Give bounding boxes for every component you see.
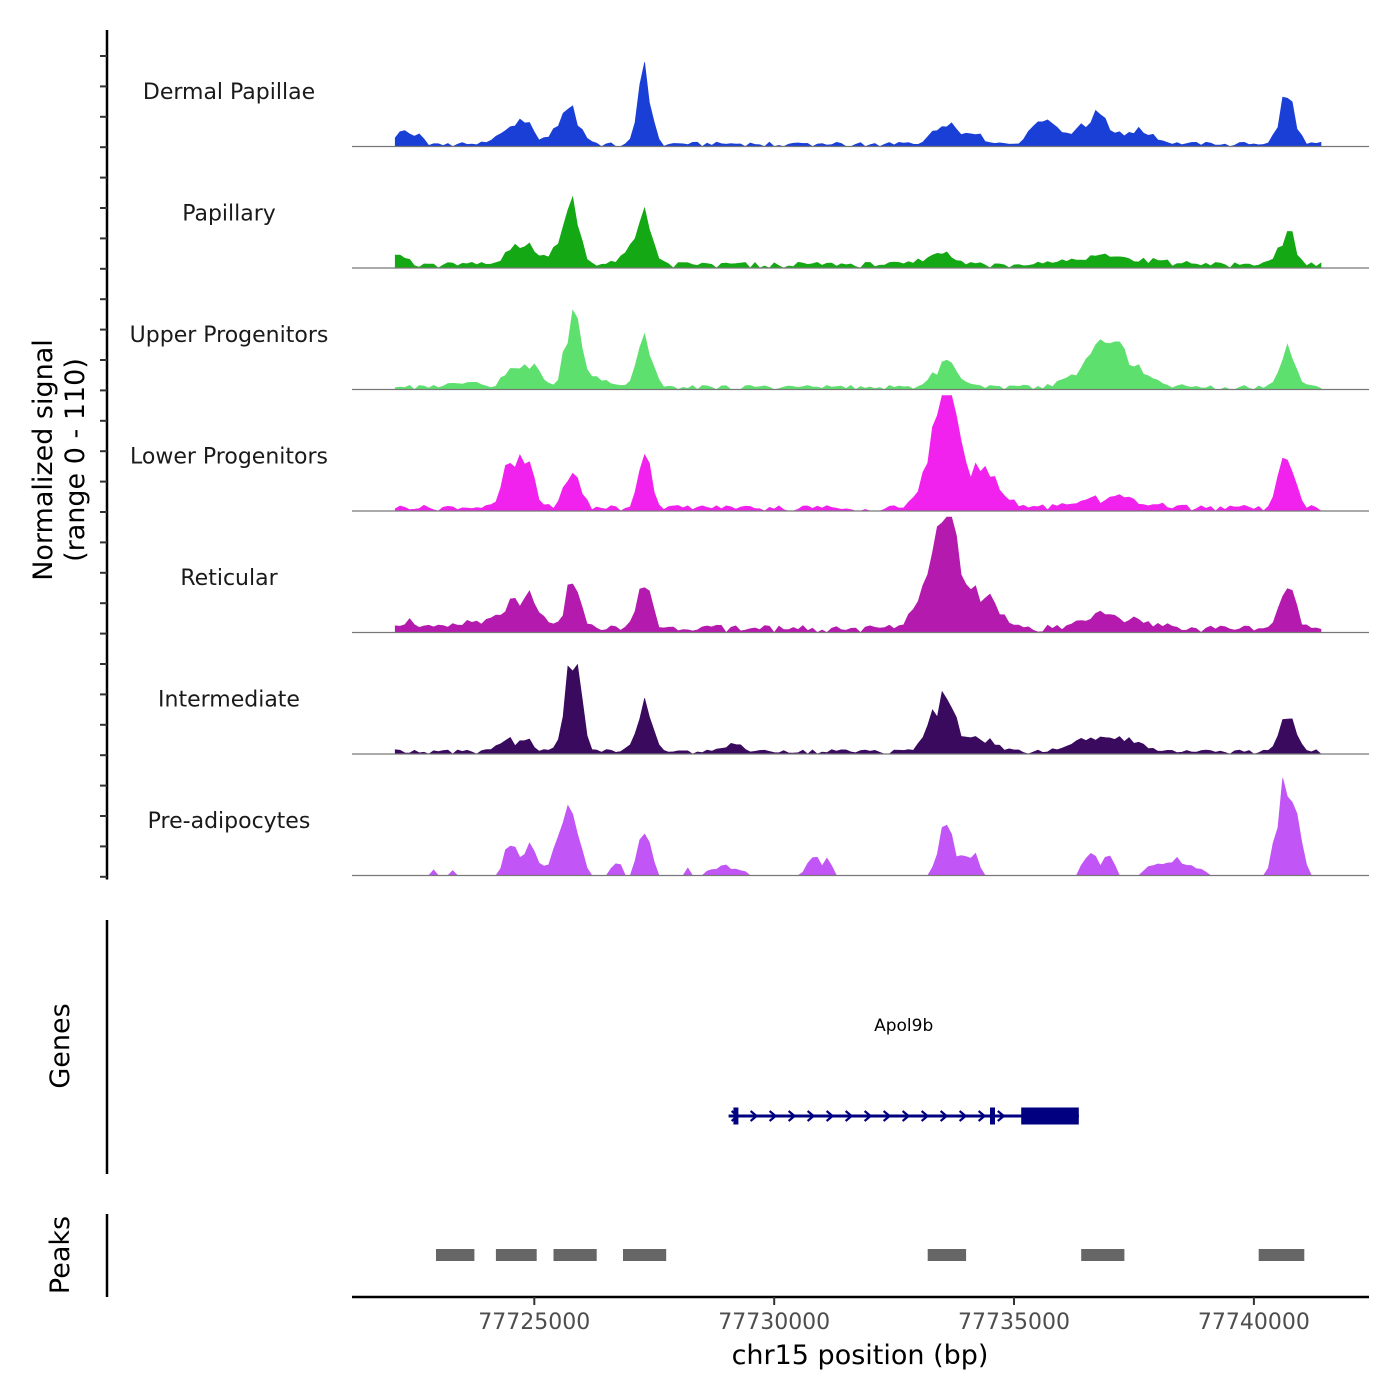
- track-row: Dermal Papillae: [143, 62, 1369, 148]
- peak-region: [436, 1249, 475, 1261]
- strand-arrow: [939, 1110, 949, 1122]
- track-label: Intermediate: [158, 688, 300, 713]
- strand-arrow: [901, 1110, 911, 1122]
- track-label: Pre-adipocytes: [148, 809, 311, 834]
- gene-model: Apol9b: [728, 1016, 1079, 1125]
- peak-region: [553, 1249, 597, 1261]
- x-axis: 77725000 77730000 77735000 77740000: [478, 1297, 1310, 1335]
- strand-arrow: [749, 1110, 759, 1122]
- signal-area: [394, 663, 1322, 755]
- peak-region: [927, 1249, 967, 1261]
- peak-region: [1258, 1249, 1305, 1261]
- signal-tracks: Dermal Papillae Papillary Upper Progenitor…: [130, 62, 1369, 877]
- strand-arrow: [997, 1110, 1006, 1122]
- track-label: Papillary: [182, 202, 276, 227]
- strand-arrow: [806, 1110, 816, 1122]
- peaks-track-label: Peaks: [45, 1216, 76, 1294]
- track-label: Lower Progenitors: [130, 445, 328, 470]
- track-row: Lower Progenitors: [130, 395, 1369, 512]
- strand-arrow: [787, 1110, 797, 1122]
- x-tick-label: 77730000: [718, 1310, 830, 1335]
- strand-arrow: [977, 1110, 987, 1122]
- gene-name-label: Apol9b: [874, 1016, 933, 1036]
- peak-region: [1081, 1249, 1125, 1261]
- strand-arrow: [825, 1110, 835, 1122]
- track-label: Upper Progenitors: [130, 323, 329, 348]
- strand-arrow: [863, 1110, 873, 1122]
- gene-exon: [1021, 1107, 1079, 1125]
- signal-area: [394, 62, 1322, 147]
- peak-region: [623, 1249, 667, 1261]
- x-tick-label: 77725000: [478, 1310, 590, 1335]
- track-label: Reticular: [180, 566, 278, 591]
- track-row: Reticular: [180, 516, 1369, 634]
- strand-arrow: [768, 1110, 778, 1122]
- peaks-track: [436, 1249, 1305, 1261]
- gene-exon: [733, 1107, 739, 1125]
- gene-exon: [990, 1107, 995, 1125]
- track-label: Dermal Papillae: [143, 80, 315, 105]
- track-row: Pre-adipocytes: [148, 777, 1369, 877]
- x-tick-label: 77735000: [958, 1310, 1070, 1335]
- strand-arrow: [882, 1110, 892, 1122]
- track-row: Papillary: [182, 195, 1369, 269]
- strand-arrow: [844, 1110, 854, 1122]
- strand-arrow: [958, 1110, 968, 1122]
- genes-track-label: Genes: [45, 1003, 76, 1088]
- strand-arrow: [920, 1110, 930, 1122]
- x-tick-label: 77740000: [1198, 1310, 1310, 1335]
- genes-track: Apol9b: [728, 1016, 1079, 1125]
- signal-area: [394, 309, 1322, 390]
- x-axis-title: chr15 position (bp): [732, 1340, 989, 1371]
- signal-ylabel-line1: Normalized signal: [28, 339, 59, 581]
- peak-region: [495, 1249, 537, 1261]
- signal-ylabel-line2: (range 0 - 110): [60, 358, 91, 562]
- signal-y-axis: [100, 30, 109, 880]
- track-row: Upper Progenitors: [130, 309, 1369, 391]
- track-row: Intermediate: [158, 663, 1369, 755]
